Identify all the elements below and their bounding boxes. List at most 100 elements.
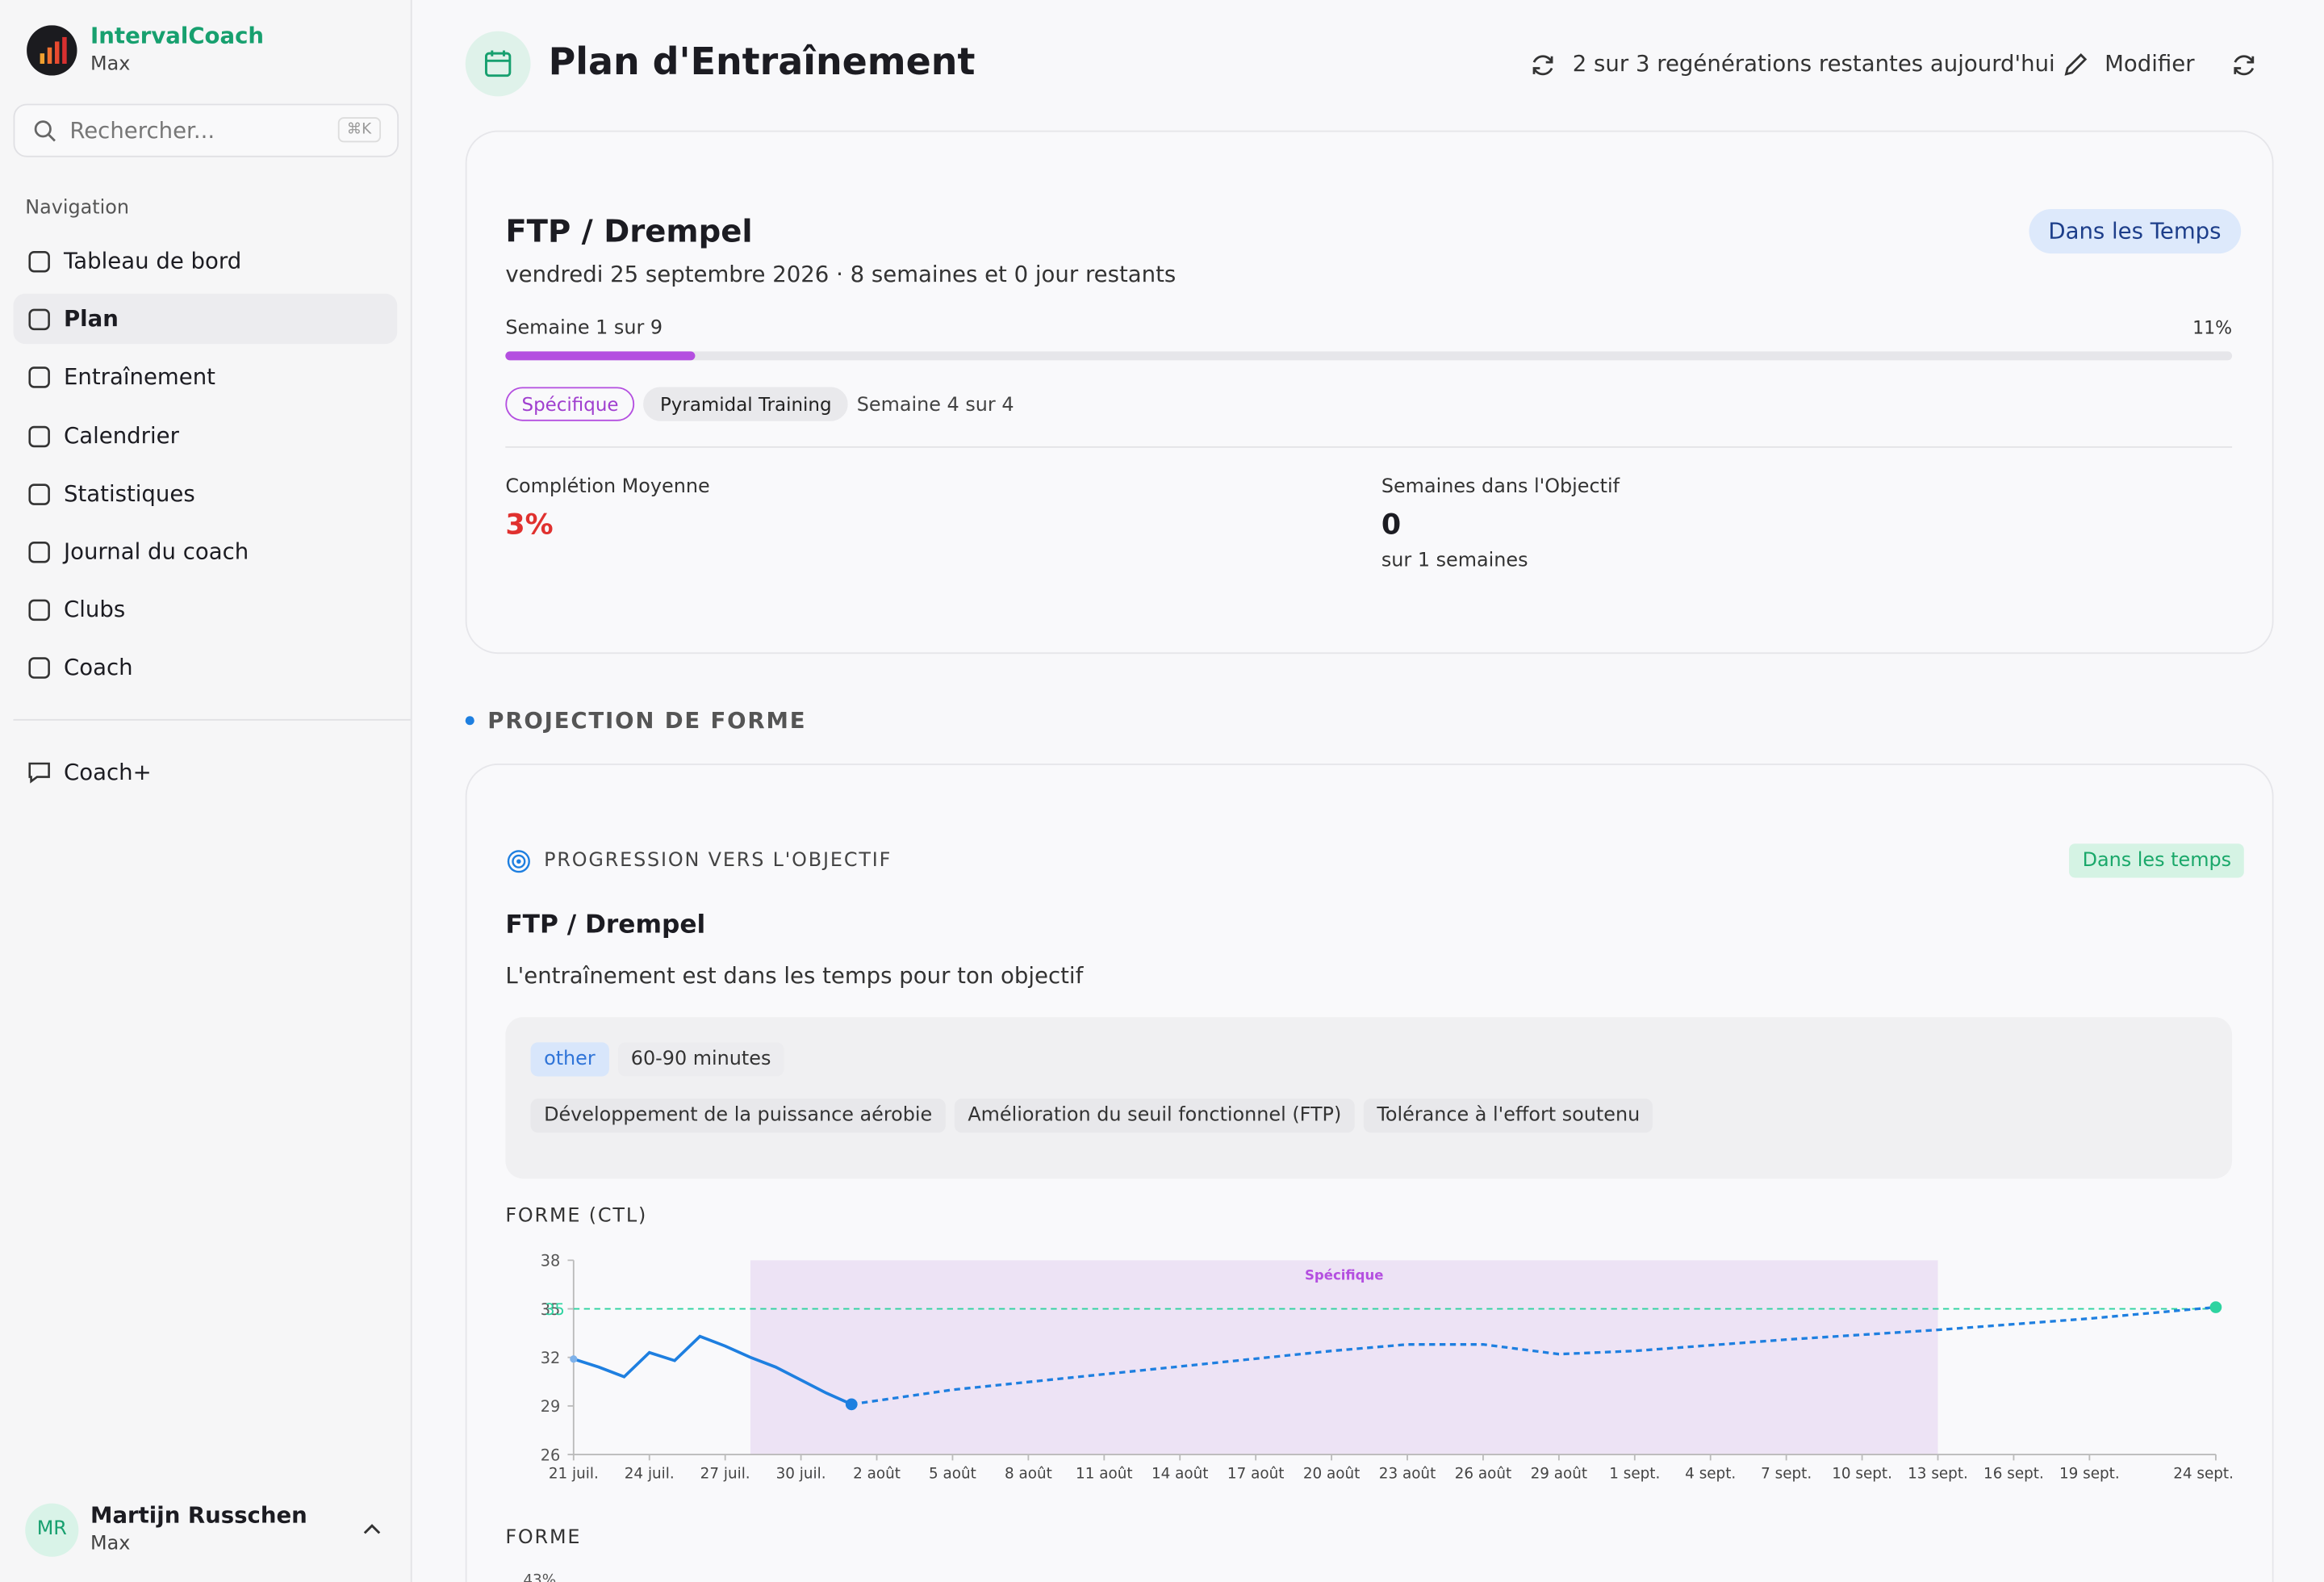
icon-shape [28, 542, 50, 563]
projection-card: PROGRESSION VERS L'OBJECTIF Dans les tem… [465, 764, 2274, 1582]
nav-item[interactable]: Coach+ [14, 747, 398, 797]
nav-label: Entraînement [63, 363, 215, 391]
week-label: Semaine 1 sur 9 [505, 317, 663, 340]
icon-shape [28, 658, 50, 680]
x-tick-label: 5 août [929, 1465, 976, 1482]
chart-title: FORME [505, 1527, 582, 1550]
nav-item[interactable]: Plan [13, 294, 398, 345]
start-point [570, 1355, 578, 1363]
avatar: MR [25, 1503, 79, 1557]
nav-label: Calendrier [63, 421, 179, 449]
phase-pill: Spécifique [505, 387, 635, 421]
nav-label: Plan [63, 305, 119, 333]
progress-fill [505, 351, 696, 361]
progress-track [505, 351, 2233, 361]
stat-value: 0 [1381, 508, 1402, 542]
current-point [845, 1398, 858, 1411]
brand-sub: Max [90, 53, 131, 76]
x-tick-label: 17 août [1227, 1465, 1285, 1482]
y-tick-label: 32 [541, 1349, 561, 1367]
phase-band [750, 1260, 1938, 1455]
x-tick-label: 23 août [1379, 1465, 1436, 1482]
x-tick-label: 4 sept. [1685, 1465, 1736, 1482]
refresh-button[interactable] [2230, 52, 2257, 78]
shortcut: ⌘K [337, 117, 381, 143]
focus-tag: Développement de la puissance aérobie [530, 1099, 946, 1133]
x-tick-label: 1 sept. [1609, 1465, 1660, 1482]
x-tick-label: 7 sept. [1761, 1465, 1812, 1482]
focus-tag: Amélioration du seuil fonctionnel (FTP) [954, 1099, 1355, 1133]
plan-card: FTP / Drempel Dans les Temps vendredi 25… [465, 130, 2274, 655]
logo [27, 25, 77, 76]
tag: 60-90 minutes [617, 1042, 784, 1077]
icon-shape [28, 425, 50, 447]
focus-tag: Tolérance à l'effort soutenu [1363, 1099, 1653, 1133]
nav-icon [28, 658, 50, 680]
divider [505, 446, 2233, 448]
x-tick-label: 24 sept. [2173, 1465, 2234, 1482]
nav-label: Tableau de bord [63, 247, 242, 274]
tag: other [530, 1042, 609, 1077]
y-tick-label: 26 [541, 1446, 561, 1464]
header-icon [465, 31, 531, 97]
x-tick-label: 11 août [1076, 1465, 1133, 1482]
nav-item[interactable]: Tableau de bord [14, 236, 398, 286]
x-tick-label: 14 août [1152, 1465, 1209, 1482]
x-tick-label: 16 sept. [1983, 1465, 2044, 1482]
nav-label: Coach+ [63, 759, 152, 786]
target-label: 35 [545, 1300, 565, 1319]
nav-item[interactable]: Clubs [14, 584, 398, 634]
icon-shape [28, 366, 50, 389]
nav-heading: Navigation [25, 197, 130, 220]
status-badge: Dans les temps [2069, 843, 2245, 878]
phase-label: Spécifique [1305, 1267, 1383, 1283]
focus-row: Développement de la puissance aérobie Amé… [530, 1099, 1662, 1133]
divider [13, 718, 411, 721]
regen-text: 2 sur 3 regénérations restantes aujourd'… [1572, 50, 2055, 77]
nav-item[interactable]: Statistiques [14, 468, 398, 518]
stat-sub: sur 1 semaines [1381, 550, 1528, 573]
nav-item[interactable]: Entraînement [14, 352, 398, 402]
x-tick-label: 27 juil. [700, 1465, 750, 1482]
user-sub: Max [90, 1533, 131, 1555]
chart-title: FORME (CTL) [505, 1205, 648, 1228]
y-tick-label: 29 [541, 1397, 561, 1416]
stat-value: 3% [505, 508, 554, 542]
x-tick-label: 30 juil. [776, 1465, 826, 1482]
brand: IntervalCoach [90, 22, 265, 49]
details-box: other 60-90 minutes Développement de la p… [505, 1017, 2233, 1179]
end-point [2209, 1301, 2222, 1313]
y-tick-label: 38 [541, 1252, 561, 1270]
y-tick-label: 35 [541, 1300, 561, 1319]
x-tick-label: 29 août [1531, 1465, 1588, 1482]
progress-heading: PROGRESSION VERS L'OBJECTIF [544, 849, 892, 873]
x-tick-label: 10 sept. [1832, 1465, 1892, 1482]
nav-item[interactable]: Calendrier [14, 410, 398, 460]
sidebar: IntervalCoach Max Rechercher... ⌘K Navig… [0, 0, 412, 1582]
x-tick-label: 13 sept. [1908, 1465, 1968, 1482]
nav-icon [28, 600, 50, 622]
nav-item[interactable]: Journal du coach [14, 526, 398, 576]
edit-button[interactable]: Modifier [2105, 50, 2195, 77]
series-line [573, 1334, 852, 1406]
section-dot [465, 716, 474, 726]
nav-item[interactable]: Coach [14, 642, 398, 693]
edit-icon [2064, 53, 2088, 76]
block-pill: Pyramidal Training [643, 387, 848, 421]
x-tick-label: 19 sept. [2059, 1465, 2120, 1482]
status-badge: Dans les Temps [2029, 209, 2241, 254]
search-box[interactable]: Rechercher... ⌘K [13, 103, 399, 157]
chevron[interactable] [362, 1521, 382, 1536]
page-title: Plan d'Entraînement [548, 40, 976, 83]
nav-icon [28, 483, 50, 505]
x-tick-label: 8 août [1005, 1465, 1052, 1482]
icon-shape [28, 250, 50, 273]
nav-label: Journal du coach [63, 538, 249, 565]
x-tick-label: 24 juil. [625, 1465, 675, 1482]
nav-icon [28, 366, 50, 389]
regen-icon [1532, 55, 1553, 76]
goal-title: FTP / Drempel [505, 910, 706, 940]
x-tick-label: 2 août [853, 1465, 901, 1482]
icon-shape [28, 308, 50, 331]
